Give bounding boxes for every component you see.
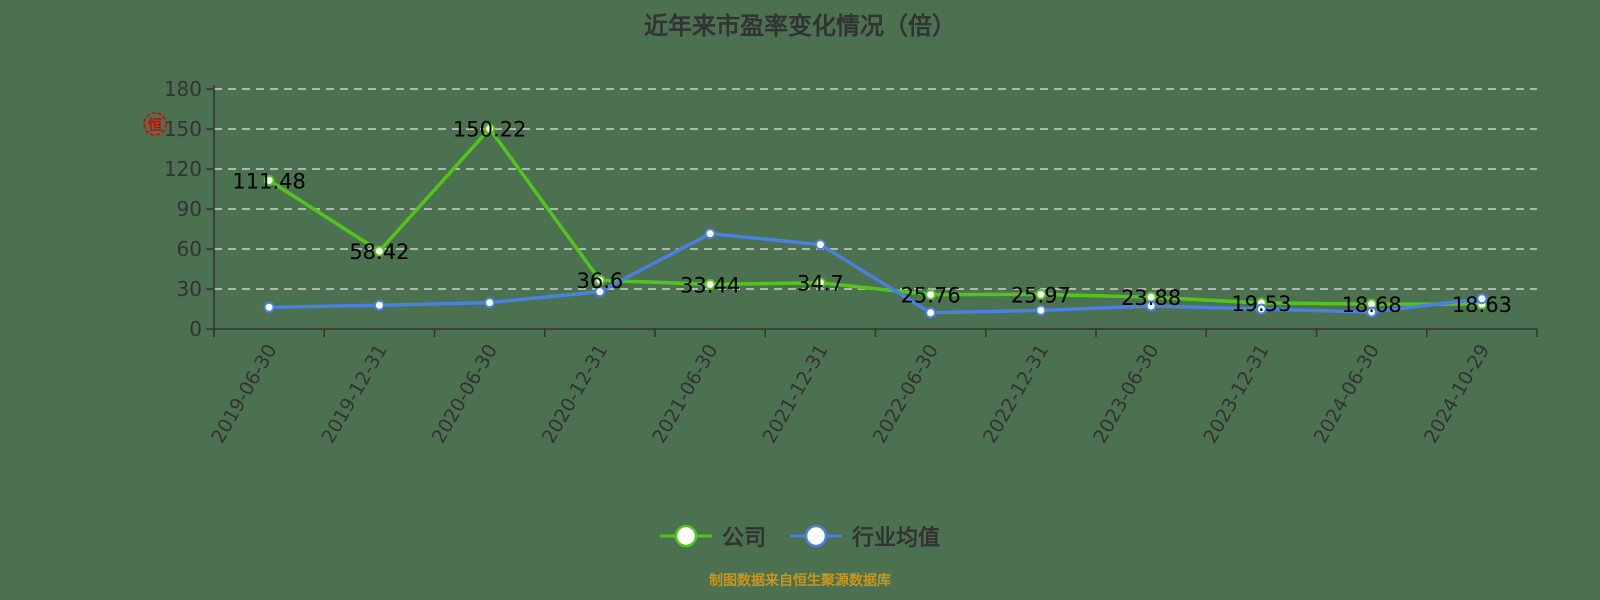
data-label: 23.88	[1121, 286, 1181, 310]
data-point[interactable]	[704, 278, 716, 290]
x-tick-label: 2024-10-29	[1420, 341, 1494, 448]
y-tick-label: 150	[164, 117, 202, 141]
data-point[interactable]	[594, 274, 606, 286]
data-point[interactable]	[925, 289, 937, 301]
y-tick-label: 120	[164, 157, 202, 181]
data-point[interactable]	[484, 297, 496, 309]
data-point[interactable]	[1145, 300, 1157, 312]
data-point[interactable]	[263, 174, 275, 186]
data-label: 34.7	[797, 272, 844, 296]
y-tick-label: 30	[177, 277, 202, 301]
data-label: 18.68	[1342, 293, 1402, 317]
data-point[interactable]	[814, 239, 826, 251]
data-point[interactable]	[925, 307, 937, 319]
data-label: 36.6	[576, 269, 623, 293]
chart-title: 近年来市盈率变化情况（倍）	[644, 12, 956, 40]
x-tick-label: 2024-06-30	[1310, 341, 1384, 448]
legend-marker-icon	[659, 524, 712, 548]
data-label: 111.48	[232, 169, 305, 193]
data-point[interactable]	[1255, 303, 1267, 315]
data-point[interactable]	[373, 245, 385, 257]
data-label: 18.63	[1452, 293, 1512, 317]
data-point[interactable]	[704, 228, 716, 240]
x-tick-label: 2019-06-30	[207, 341, 281, 448]
data-point[interactable]	[263, 301, 275, 313]
data-label: 19.53	[1231, 292, 1291, 316]
series-lines	[263, 123, 1488, 319]
data-label: 150.22	[453, 118, 526, 142]
x-tick-label: 2020-06-30	[428, 341, 502, 448]
data-point[interactable]	[1035, 304, 1047, 316]
y-tick-label: 90	[177, 197, 202, 221]
hengsheng-stamp-icon: 恒	[143, 112, 167, 136]
legend-item-company[interactable]: 公司	[659, 520, 766, 552]
y-tick-label: 60	[177, 237, 202, 261]
source-note: 制图数据来自恒生聚源数据库	[709, 573, 891, 589]
data-label: 25.76	[901, 284, 961, 308]
legend-marker-icon	[790, 524, 842, 548]
x-tick-label: 2022-06-30	[869, 341, 943, 448]
data-point[interactable]	[594, 286, 606, 298]
x-tick-label: 2021-06-30	[648, 341, 722, 448]
svg-text:恒: 恒	[148, 117, 162, 134]
gridlines	[214, 88, 1537, 290]
legend-label: 公司	[721, 526, 766, 551]
data-label: 33.44	[680, 273, 740, 297]
x-tick-label: 2020-12-31	[538, 341, 612, 448]
data-label: 25.97	[1011, 283, 1071, 307]
data-label: 58.42	[349, 240, 409, 264]
legend-label: 行业均值	[852, 526, 941, 551]
data-point[interactable]	[373, 299, 385, 311]
x-tick-label: 2022-12-31	[979, 341, 1053, 448]
x-tick-label: 2023-06-30	[1089, 341, 1163, 448]
data-labels: 111.48 58.42 150.22 36.6 33.44 34.7 25.76 25.97…	[232, 118, 1512, 317]
data-point[interactable]	[1366, 306, 1378, 318]
data-point[interactable]	[814, 277, 826, 289]
y-tick-label: 0	[189, 317, 202, 341]
y-tick-label: 180	[164, 77, 202, 101]
x-tick-label: 2019-12-31	[317, 341, 391, 448]
data-point[interactable]	[1476, 293, 1488, 305]
legend: 公司 行业均值	[0, 520, 1600, 552]
x-tick-label: 2023-12-31	[1199, 341, 1273, 448]
legend-item-industry-avg[interactable]: 行业均值	[790, 520, 940, 552]
data-point[interactable]	[484, 123, 496, 135]
x-tick-label: 2021-12-31	[758, 341, 832, 448]
data-point[interactable]	[1035, 288, 1047, 300]
